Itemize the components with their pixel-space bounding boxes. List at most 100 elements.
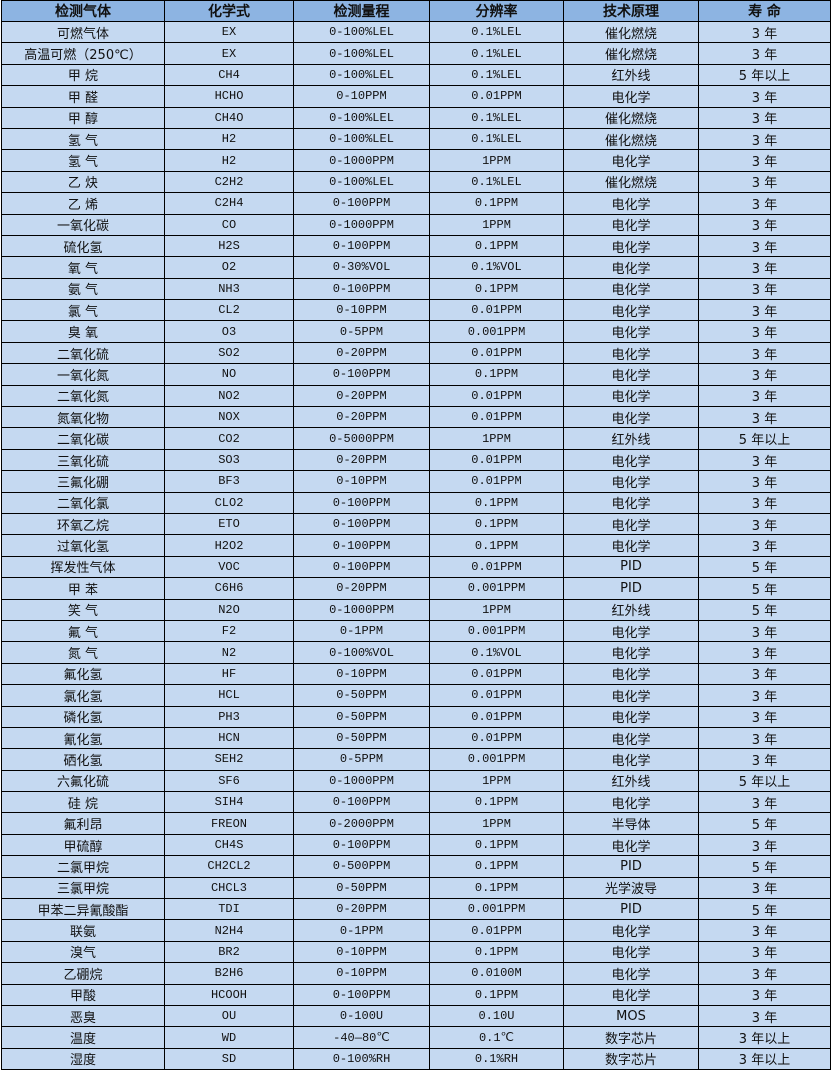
gas-name-cell: 氮氧化物 xyxy=(1,406,165,429)
resolution-cell: 0.1PPM xyxy=(429,277,564,301)
resolution-cell: 0.01PPM xyxy=(429,299,564,322)
gas-name-cell: 三氯甲烷 xyxy=(1,876,165,900)
resolution-cell: 0.1PPM xyxy=(429,855,564,878)
table-row: 氰化氢 HCN 0-50PPM 0.01PPM 电化学 3 年 xyxy=(1,726,831,750)
gas-name-cell: 硅 烷 xyxy=(1,791,165,814)
gas-name-cell: 氨 气 xyxy=(1,277,165,301)
lifespan-cell: 5 年 xyxy=(698,855,831,878)
gas-name-cell: 二氧化氮 xyxy=(1,384,165,408)
formula-cell: CO2 xyxy=(164,427,294,450)
gas-name-cell: 甲 烷 xyxy=(1,63,165,87)
lifespan-cell: 3 年 xyxy=(698,384,831,408)
table-row: 三氧化硫 SO3 0-20PPM 0.01PPM 电化学 3 年 xyxy=(1,448,831,472)
resolution-cell: 0.1PPM xyxy=(429,512,564,536)
formula-cell: PH3 xyxy=(164,705,294,728)
table-row: 硫化氢 H2S 0-100PPM 0.1PPM 电化学 3 年 xyxy=(1,234,831,258)
range-cell: 0-100PPM xyxy=(293,192,430,215)
resolution-cell: 0.1PPM xyxy=(429,192,564,215)
table-row: 可燃气体 EX 0-100%LEL 0.1%LEL 催化燃烧 3 年 xyxy=(1,20,831,44)
gas-name-cell: 氢 气 xyxy=(1,127,165,151)
principle-cell: 电化学 xyxy=(563,192,699,215)
range-cell: 0-20PPM xyxy=(293,898,430,921)
formula-cell: N2 xyxy=(164,641,294,664)
range-cell: 0-1000PPM xyxy=(293,598,430,621)
range-cell: 0-10PPM xyxy=(293,470,430,493)
resolution-cell: 0.1℃ xyxy=(429,1026,564,1049)
gas-name-cell: 联氨 xyxy=(1,919,165,942)
resolution-cell: 0.001PPM xyxy=(429,898,564,921)
formula-cell: HCN xyxy=(164,726,294,750)
lifespan-cell: 3 年 xyxy=(698,726,831,750)
range-cell: -40—80℃ xyxy=(293,1026,430,1049)
gas-name-cell: 二氧化碳 xyxy=(1,427,165,450)
lifespan-cell: 3 年 xyxy=(698,213,831,236)
gas-name-cell: 氧 气 xyxy=(1,256,165,279)
formula-cell: BR2 xyxy=(164,940,294,964)
range-cell: 0-100U xyxy=(293,1004,430,1028)
range-cell: 0-100PPM xyxy=(293,833,430,857)
range-cell: 0-2000PPM xyxy=(293,812,430,835)
principle-cell: 光学波导 xyxy=(563,876,699,900)
table-row: 温度 WD -40—80℃ 0.1℃ 数字芯片 3 年以上 xyxy=(1,1026,831,1049)
range-cell: 0-100PPM xyxy=(293,983,430,1006)
range-cell: 0-100%LEL xyxy=(293,170,430,194)
lifespan-cell: 5 年 xyxy=(698,555,831,579)
principle-cell: 电化学 xyxy=(563,149,699,172)
principle-cell: 电化学 xyxy=(563,619,699,643)
principle-cell: 电化学 xyxy=(563,341,699,365)
principle-cell: 电化学 xyxy=(563,791,699,814)
formula-cell: C2H4 xyxy=(164,192,294,215)
table-row: 湿度 SD 0-100%RH 0.1%RH 数字芯片 3 年以上 xyxy=(1,1047,831,1071)
lifespan-cell: 5 年以上 xyxy=(698,769,831,793)
resolution-cell: 0.01PPM xyxy=(429,384,564,408)
lifespan-cell: 3 年以上 xyxy=(698,1026,831,1049)
lifespan-cell: 3 年 xyxy=(698,299,831,322)
principle-cell: 电化学 xyxy=(563,363,699,386)
resolution-cell: 0.01PPM xyxy=(429,448,564,472)
gas-name-cell: 乙 烯 xyxy=(1,192,165,215)
resolution-cell: 0.01PPM xyxy=(429,919,564,942)
lifespan-cell: 3 年 xyxy=(698,192,831,215)
lifespan-cell: 3 年 xyxy=(698,448,831,472)
range-cell: 0-5000PPM xyxy=(293,427,430,450)
table-row: 磷化氢 PH3 0-50PPM 0.01PPM 电化学 3 年 xyxy=(1,705,831,728)
principle-cell: 数字芯片 xyxy=(563,1026,699,1049)
range-cell: 0-20PPM xyxy=(293,384,430,408)
range-cell: 0-1PPM xyxy=(293,619,430,643)
resolution-cell: 0.1PPM xyxy=(429,940,564,964)
lifespan-cell: 3 年 xyxy=(698,705,831,728)
formula-cell: HCL xyxy=(164,684,294,707)
resolution-cell: 0.01PPM xyxy=(429,85,564,108)
formula-cell: SEH2 xyxy=(164,748,294,771)
gas-name-cell: 乙硼烷 xyxy=(1,962,165,985)
resolution-cell: 0.01PPM xyxy=(429,555,564,579)
resolution-cell: 0.0100M xyxy=(429,962,564,985)
formula-cell: CH4S xyxy=(164,833,294,857)
header-principle: 技术原理 xyxy=(563,0,699,22)
resolution-cell: 0.01PPM xyxy=(429,406,564,429)
principle-cell: 电化学 xyxy=(563,234,699,258)
formula-cell: CO xyxy=(164,213,294,236)
gas-name-cell: 三氧化硫 xyxy=(1,448,165,472)
principle-cell: 催化燃烧 xyxy=(563,127,699,151)
principle-cell: 催化燃烧 xyxy=(563,42,699,65)
formula-cell: H2 xyxy=(164,149,294,172)
principle-cell: PID xyxy=(563,577,699,600)
formula-cell: CLO2 xyxy=(164,491,294,514)
table-row: 溴气 BR2 0-10PPM 0.1PPM 电化学 3 年 xyxy=(1,940,831,964)
principle-cell: 电化学 xyxy=(563,384,699,408)
table-row: 甲 醛 HCHO 0-10PPM 0.01PPM 电化学 3 年 xyxy=(1,85,831,108)
principle-cell: 电化学 xyxy=(563,983,699,1006)
principle-cell: 电化学 xyxy=(563,448,699,472)
lifespan-cell: 3 年 xyxy=(698,256,831,279)
table-row: 乙 炔 C2H2 0-100%LEL 0.1%LEL 催化燃烧 3 年 xyxy=(1,170,831,194)
resolution-cell: 1PPM xyxy=(429,598,564,621)
lifespan-cell: 3 年 xyxy=(698,919,831,942)
range-cell: 0-20PPM xyxy=(293,577,430,600)
lifespan-cell: 3 年 xyxy=(698,406,831,429)
table-row: 甲酸 HCOOH 0-100PPM 0.1PPM 电化学 3 年 xyxy=(1,983,831,1006)
principle-cell: 催化燃烧 xyxy=(563,20,699,44)
resolution-cell: 0.001PPM xyxy=(429,320,564,343)
table-row: 氯化氢 HCL 0-50PPM 0.01PPM 电化学 3 年 xyxy=(1,684,831,707)
principle-cell: 电化学 xyxy=(563,256,699,279)
